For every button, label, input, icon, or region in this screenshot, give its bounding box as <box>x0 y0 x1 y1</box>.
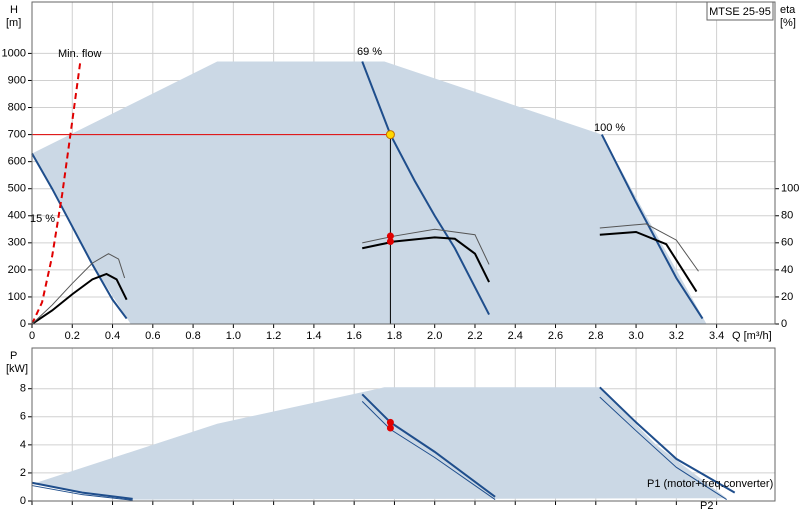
x-tick-label: 1.4 <box>306 330 321 342</box>
y-tick-label: 200 <box>8 264 26 276</box>
annotation: P2 <box>700 500 713 512</box>
x-tick-label: 1.6 <box>347 330 362 342</box>
y-tick-label: 400 <box>8 210 26 222</box>
plot-frame <box>31 1 776 325</box>
y-tick-label: 8 <box>20 383 26 395</box>
y-tick-label: 800 <box>8 101 26 113</box>
operating-point <box>386 237 394 245</box>
title-box <box>706 1 774 21</box>
duty-point <box>385 130 395 140</box>
y-tick-label: 0 <box>20 495 26 507</box>
y-tick-label: 100 <box>8 291 26 303</box>
annotation: 15 % <box>30 213 55 225</box>
y-tick-label: 1000 <box>2 47 26 59</box>
annotation: P1 (motor+freq.converter) <box>647 478 773 490</box>
x-tick-label: 2.2 <box>467 330 482 342</box>
curve <box>361 61 490 315</box>
annotation: 100 % <box>594 122 625 134</box>
x-tick-label: 0.8 <box>185 330 200 342</box>
x-tick-label: 3.0 <box>628 330 643 342</box>
efficiency-curve <box>599 230 698 293</box>
curve <box>361 393 496 498</box>
efficiency-curve <box>362 228 490 265</box>
efficiency-curve <box>31 272 128 325</box>
x-tick-label: 0.6 <box>145 330 160 342</box>
y-tick-label: 300 <box>8 237 26 249</box>
curve <box>31 153 128 320</box>
operating-range <box>32 61 707 324</box>
y-axis-unit: [kW] <box>6 363 28 375</box>
curve <box>31 481 133 500</box>
y-tick-label: 2 <box>20 467 26 479</box>
operating-range <box>32 387 727 500</box>
x-tick-label: 2.0 <box>427 330 442 342</box>
y-axis-label: P <box>10 350 17 362</box>
y-tick-label: 700 <box>8 128 26 140</box>
operating-point <box>386 424 394 432</box>
x-tick-label: 3.2 <box>669 330 684 342</box>
operating-point <box>386 418 394 426</box>
y2-tick-label: 0 <box>781 318 787 330</box>
annotation: 69 % <box>357 46 382 58</box>
curve <box>599 386 736 494</box>
x-tick-label: 0.2 <box>65 330 80 342</box>
y2-axis-label: eta <box>780 4 796 16</box>
chart-title: MTSE 25-95 <box>709 6 771 18</box>
y2-tick-label: 80 <box>781 210 793 222</box>
x-tick-label: 0 <box>29 330 35 342</box>
curve <box>361 400 496 501</box>
y-tick-label: 4 <box>20 439 26 451</box>
x-tick-label: 1.8 <box>387 330 402 342</box>
efficiency-curve <box>31 253 126 325</box>
y-tick-label: 500 <box>8 183 26 195</box>
y2-tick-label: 40 <box>781 264 793 276</box>
y-axis-label: H <box>10 4 18 16</box>
x-tick-label: 1.2 <box>266 330 281 342</box>
y-axis-unit: [m] <box>6 17 21 29</box>
annotation: Min. flow <box>58 48 101 60</box>
y2-tick-label: 100 <box>781 183 799 195</box>
x-tick-label: 2.6 <box>548 330 563 342</box>
plot-frame <box>31 347 776 502</box>
y-tick-label: 6 <box>20 411 26 423</box>
x-axis-label: Q [m³/h] <box>732 330 772 342</box>
x-tick-label: 2.8 <box>588 330 603 342</box>
y-tick-label: 900 <box>8 74 26 86</box>
y2-axis-unit: [%] <box>780 17 796 29</box>
curve <box>599 396 727 501</box>
y2-tick-label: 60 <box>781 237 793 249</box>
y-tick-label: 600 <box>8 156 26 168</box>
x-tick-label: 2.4 <box>508 330 523 342</box>
y2-tick-label: 20 <box>781 291 793 303</box>
curve <box>31 61 82 325</box>
x-tick-label: 3.4 <box>709 330 724 342</box>
y-tick-label: 0 <box>20 318 26 330</box>
efficiency-curve <box>599 223 699 272</box>
operating-point <box>386 232 394 240</box>
x-tick-label: 0.4 <box>105 330 120 342</box>
curve <box>31 485 133 501</box>
x-tick-label: 1.0 <box>226 330 241 342</box>
